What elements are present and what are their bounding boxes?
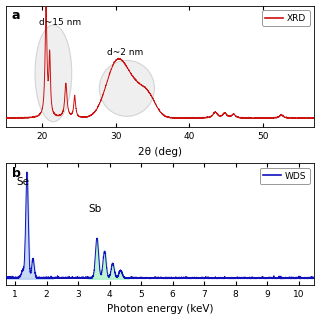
Text: d~2 nm: d~2 nm — [107, 47, 143, 57]
Text: b: b — [12, 167, 20, 180]
X-axis label: 2θ (deg): 2θ (deg) — [138, 147, 182, 156]
Legend: WDS: WDS — [260, 168, 310, 184]
Ellipse shape — [35, 25, 72, 122]
Text: a: a — [12, 9, 20, 22]
Text: Sb: Sb — [89, 204, 102, 214]
Legend: XRD: XRD — [262, 10, 310, 26]
Ellipse shape — [99, 60, 155, 116]
X-axis label: Photon energy (keV): Photon energy (keV) — [107, 304, 213, 315]
Text: Se: Se — [16, 177, 29, 187]
Text: d~15 nm: d~15 nm — [39, 19, 81, 28]
